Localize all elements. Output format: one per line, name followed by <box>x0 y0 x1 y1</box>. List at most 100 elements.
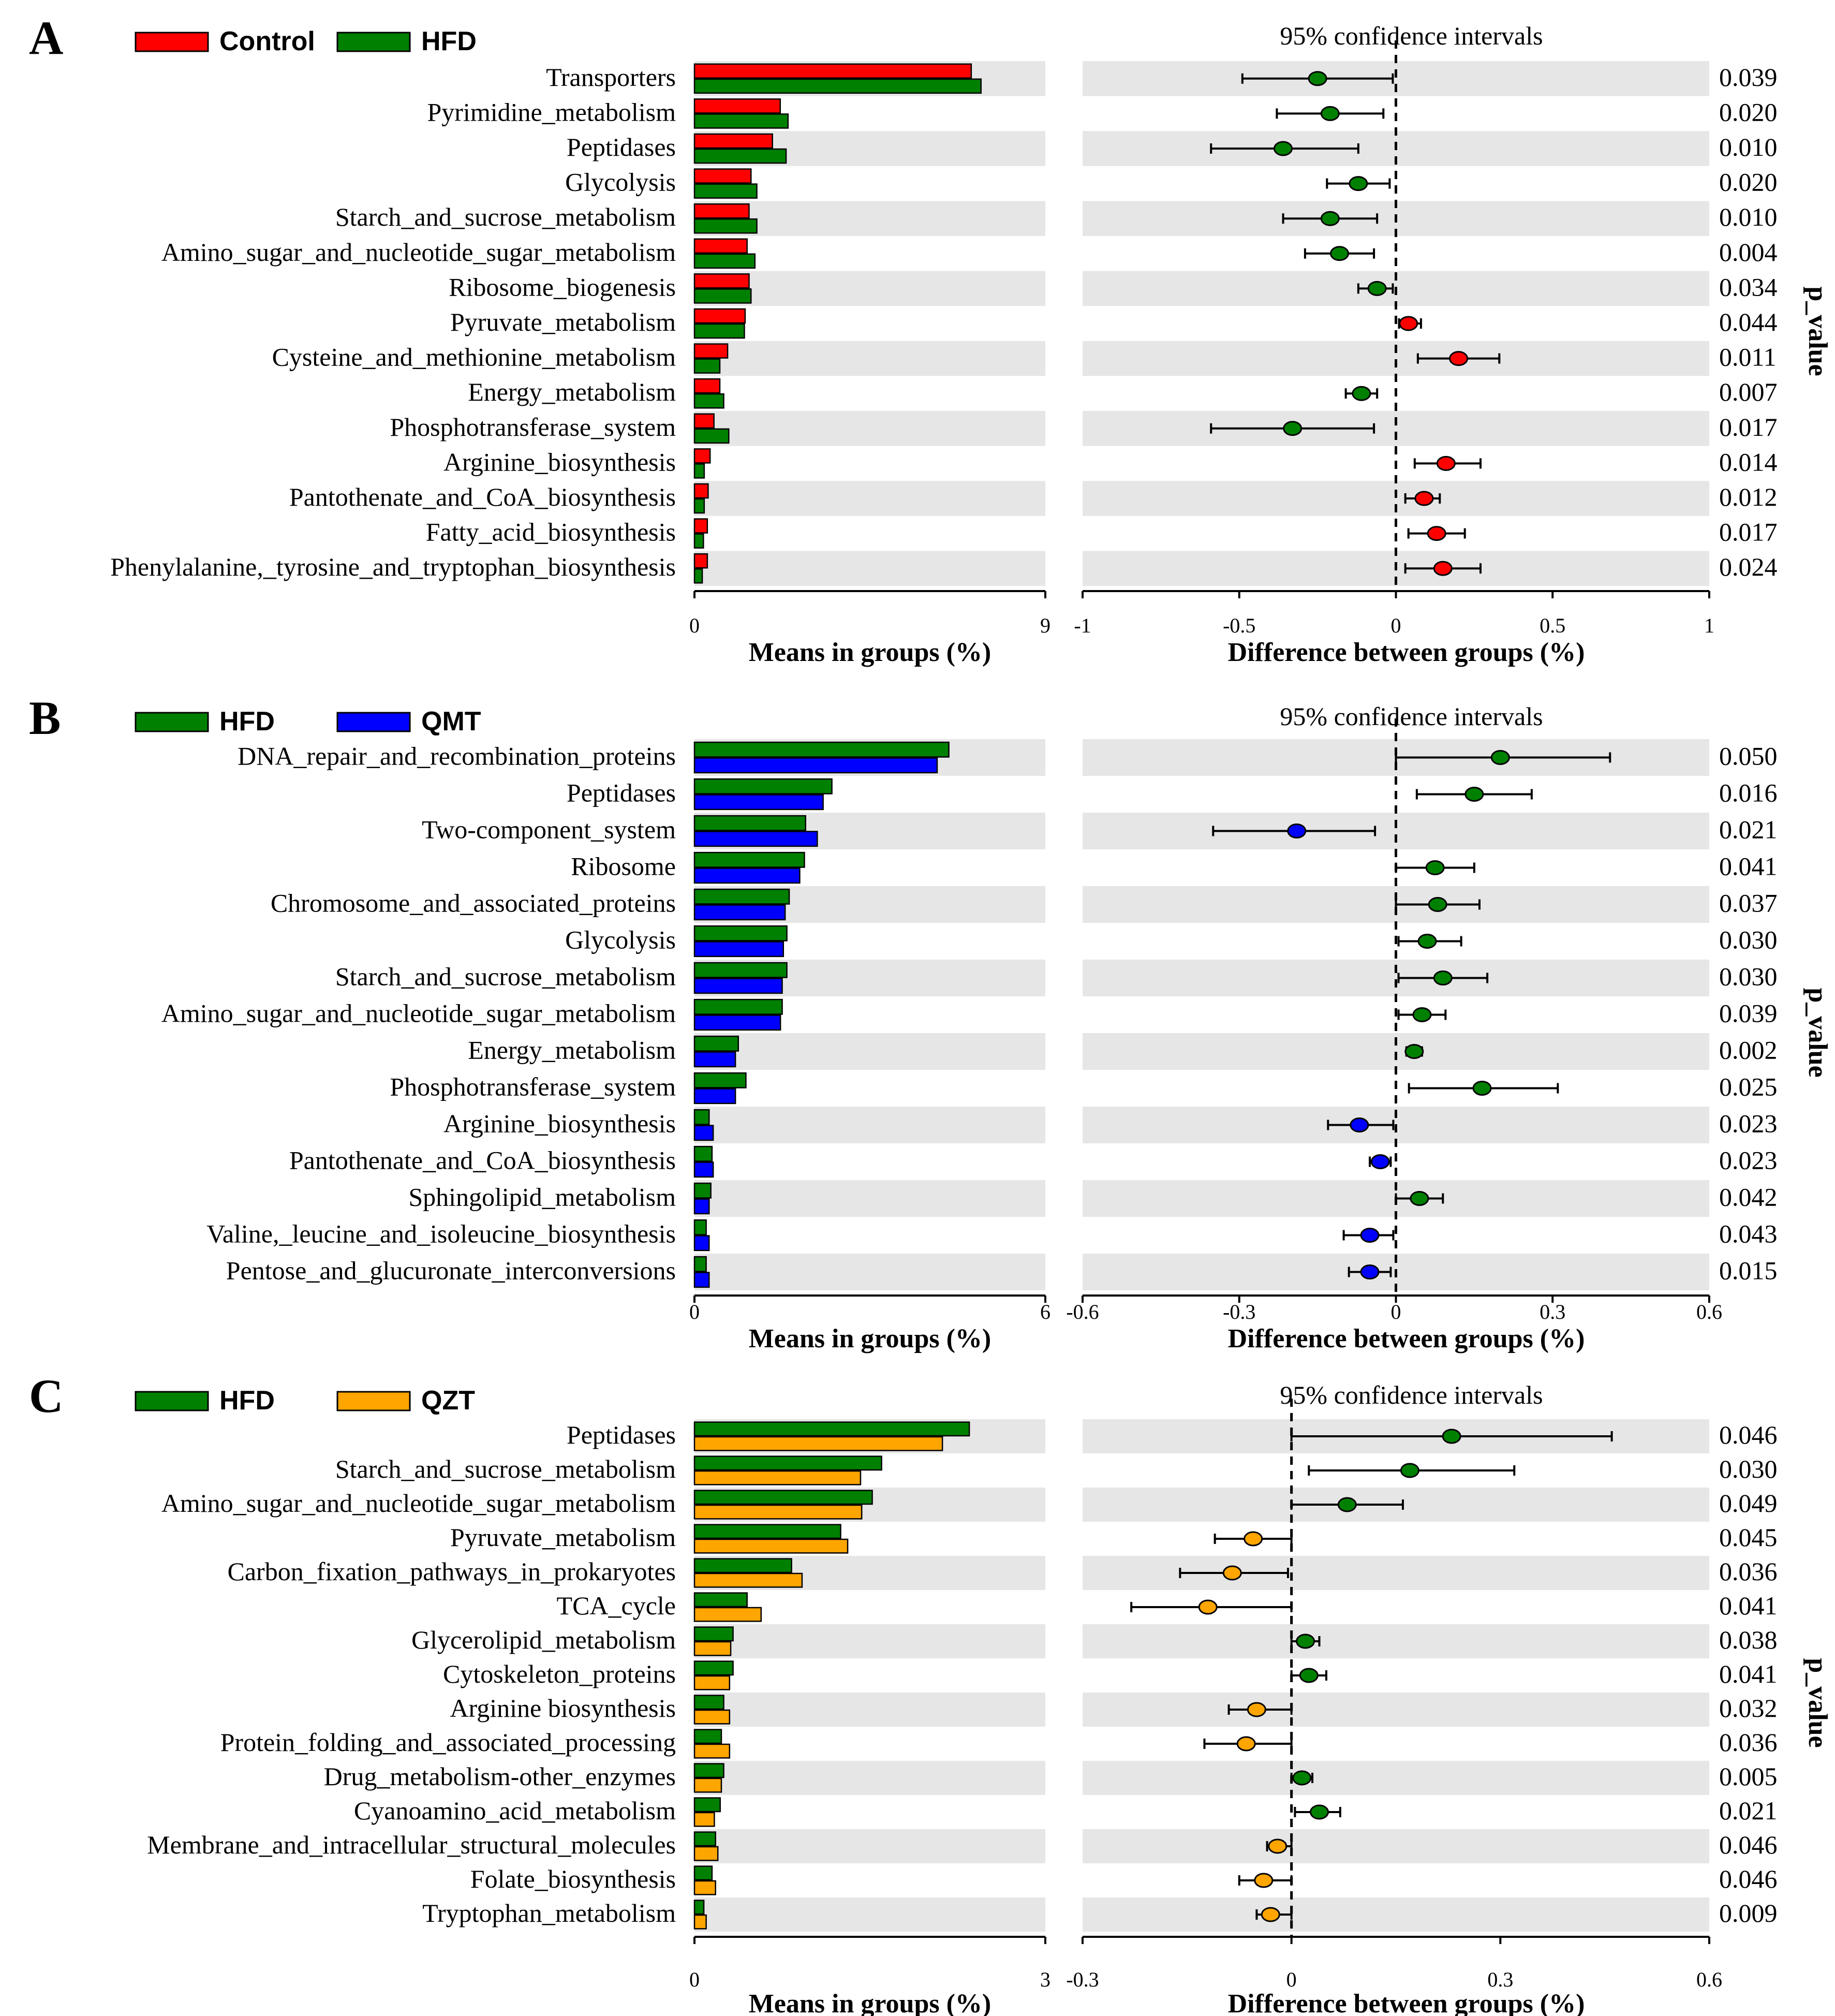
bar-HFD <box>693 498 705 514</box>
bar-HFD <box>693 428 730 444</box>
right-tick-label: -0.3 <box>1223 1300 1255 1323</box>
bar-QMT <box>693 1161 714 1178</box>
p-value: 0.050 <box>1719 742 1778 771</box>
bar-Control <box>693 168 752 184</box>
left-axis-title: Means in groups (%) <box>749 1989 992 2016</box>
bar-HFD <box>693 1626 734 1642</box>
bar-HFD <box>693 1182 712 1199</box>
bar-Control <box>693 483 709 499</box>
left-tick-label: 9 <box>1040 614 1050 637</box>
category-label: Membrane_and_intracellular_structural_mo… <box>147 1830 676 1859</box>
stripe-left <box>694 1624 1045 1658</box>
category-label: Folate_biosynthesis <box>470 1864 676 1893</box>
p-value: 0.017 <box>1719 413 1778 442</box>
diff-point-HFD <box>1442 1429 1461 1444</box>
p-value: 0.005 <box>1719 1762 1778 1791</box>
diff-point-Control <box>1449 351 1469 366</box>
legend-swatch-QZT <box>336 1391 411 1411</box>
p-value: 0.041 <box>1719 852 1778 881</box>
category-label: Two-component_system <box>422 815 676 844</box>
bar-HFD <box>693 393 724 409</box>
p-value: 0.015 <box>1719 1256 1778 1285</box>
bar-HFD <box>693 358 721 374</box>
p-value: 0.021 <box>1719 815 1778 844</box>
p-value: 0.030 <box>1719 1454 1778 1483</box>
p-value: 0.023 <box>1719 1146 1778 1175</box>
bar-Control <box>693 378 721 394</box>
p-value: 0.017 <box>1719 518 1778 547</box>
legend-item-HFD: HFD <box>135 1386 275 1416</box>
category-label: Pantothenate_and_CoA_biosynthesis <box>289 1146 676 1175</box>
diff-point-HFD <box>1464 787 1484 802</box>
legend-item-HFD: HFD <box>336 26 477 56</box>
legend-item-Control: Control <box>135 26 315 56</box>
bar-HFD <box>693 998 783 1015</box>
bar-HFD <box>693 1256 707 1272</box>
category-label: Amino_sugar_and_nucleotide_sugar_metabol… <box>161 1489 676 1518</box>
panel-label: C <box>29 1370 63 1422</box>
p-value: 0.039 <box>1719 999 1778 1028</box>
bar-Control <box>693 133 773 149</box>
p-value: 0.023 <box>1719 1109 1778 1138</box>
p-value: 0.039 <box>1719 63 1778 92</box>
bar-QZT <box>693 1572 803 1588</box>
category-label: Chromosome_and_associated_proteins <box>271 889 676 918</box>
diff-point-HFD <box>1296 1634 1315 1649</box>
bar-HFD <box>693 925 788 941</box>
bar-HFD <box>693 1592 748 1608</box>
category-label: Carbon_fixation_pathways_in_prokaryotes <box>228 1557 676 1586</box>
category-label: Glycerolipid_metabolism <box>411 1625 676 1654</box>
diff-point-QMT <box>1360 1228 1380 1243</box>
bar-QMT <box>693 1125 714 1141</box>
p-value-title: p_value <box>1803 988 1832 1077</box>
bar-QZT <box>693 1607 762 1622</box>
bar-QZT <box>693 1641 732 1656</box>
p-value: 0.041 <box>1719 1659 1778 1688</box>
diff-point-QMT <box>1370 1154 1390 1169</box>
bar-HFD <box>693 113 789 129</box>
diff-point-HFD <box>1337 1497 1357 1512</box>
bar-HFD <box>693 815 806 831</box>
bar-HFD <box>693 218 758 234</box>
bar-Control <box>693 98 781 114</box>
p-value: 0.038 <box>1719 1625 1778 1654</box>
diff-point-QZT <box>1247 1702 1266 1717</box>
category-label: Peptidases <box>567 778 676 807</box>
category-label: Fatty_acid_biosynthesis <box>426 518 676 547</box>
stripe-right <box>1083 813 1709 849</box>
p-value-title: p_value <box>1803 286 1832 376</box>
bar-HFD <box>693 1524 841 1539</box>
bar-HFD <box>693 1035 739 1052</box>
bar-QMT <box>693 904 786 921</box>
diff-point-HFD <box>1292 1770 1312 1786</box>
category-label: Drug_metabolism-other_enzymes <box>324 1762 676 1791</box>
p-value: 0.045 <box>1719 1523 1778 1552</box>
diff-point-HFD <box>1320 106 1340 121</box>
category-label: Arginine_biosynthesis <box>443 1109 676 1138</box>
category-label: Starch_and_sucrose_metabolism <box>335 202 676 231</box>
bar-QZT <box>693 1470 862 1485</box>
stripe-left <box>694 1254 1045 1290</box>
bar-QZT <box>693 1880 716 1895</box>
p-value: 0.025 <box>1719 1072 1778 1101</box>
p-value: 0.032 <box>1719 1694 1778 1723</box>
category-label: Phosphotransferase_system <box>390 413 676 442</box>
diff-point-HFD <box>1472 1081 1492 1096</box>
category-label: Energy_metabolism <box>468 1036 676 1065</box>
right-tick-label: 0.5 <box>1540 614 1565 637</box>
bar-HFD <box>693 1797 721 1813</box>
diff-point-HFD <box>1330 246 1350 261</box>
stripe-right <box>1083 1693 1709 1727</box>
stripe-right <box>1083 1556 1709 1590</box>
legend-item-QZT: QZT <box>336 1386 475 1416</box>
category-label: Starch_and_sucrose_metabolism <box>335 962 676 991</box>
diff-point-Control <box>1414 491 1434 506</box>
stripe-left <box>694 1897 1045 1932</box>
diff-point-QZT <box>1222 1565 1242 1581</box>
bar-QMT <box>693 1198 710 1215</box>
diff-point-HFD <box>1490 750 1510 765</box>
bar-Control <box>693 63 972 79</box>
category-label: Cytoskeleton_proteins <box>443 1659 676 1688</box>
p-value: 0.046 <box>1719 1830 1778 1859</box>
bar-QMT <box>693 867 801 884</box>
